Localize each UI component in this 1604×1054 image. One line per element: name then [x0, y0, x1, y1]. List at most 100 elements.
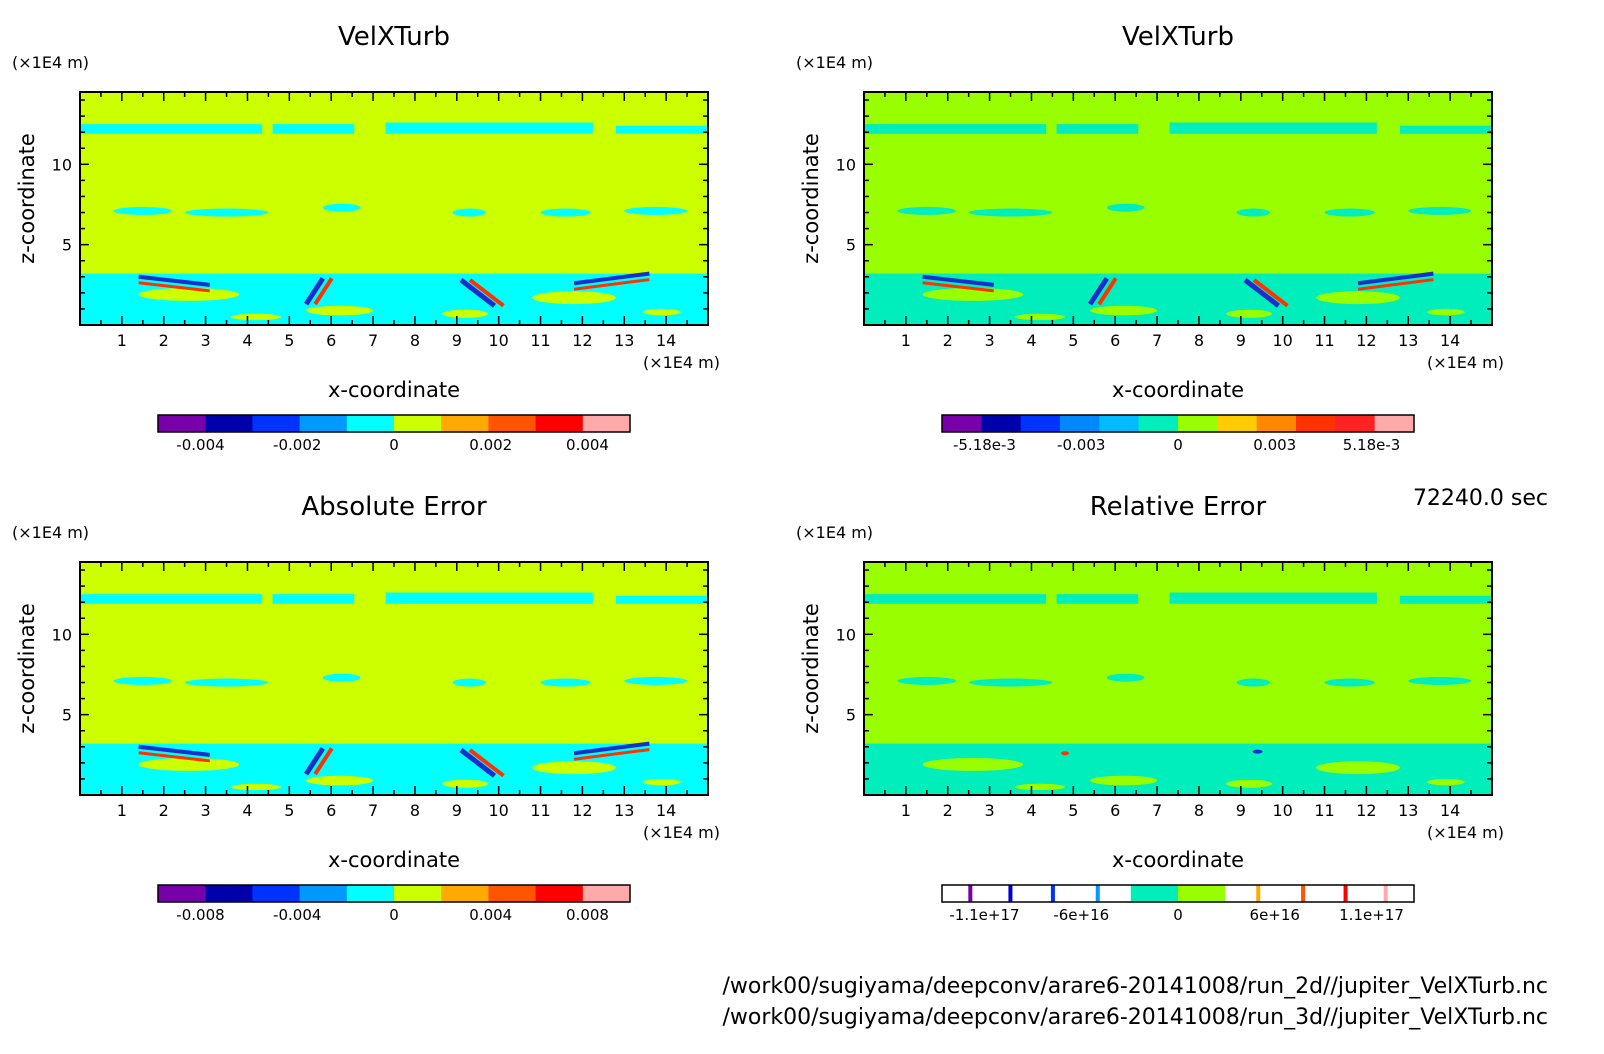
upper-band	[1399, 595, 1492, 604]
mid-patch	[1236, 678, 1271, 687]
colorbar-segment	[1272, 885, 1321, 902]
x-tick-label: 6	[326, 331, 336, 350]
y-tick-label: 10	[52, 625, 72, 644]
lower-gap	[230, 783, 281, 791]
panel-title: VelXTurb	[338, 22, 450, 52]
colorbar-segment	[1130, 885, 1179, 902]
colorbar-label: 0.004	[469, 906, 512, 924]
x-tick-label: 10	[1272, 801, 1292, 820]
x-tick-label: 1	[117, 331, 127, 350]
y-unit-label: (×1E4 m)	[796, 523, 873, 542]
colorbar-segment	[1178, 885, 1226, 902]
mid-patch	[322, 673, 361, 682]
x-tick-label: 13	[1398, 331, 1418, 350]
positive-streak	[1097, 277, 1118, 306]
upper-band	[864, 124, 1047, 134]
colorbar-label: 0	[1173, 906, 1183, 924]
negative-streak	[459, 278, 497, 308]
colorbar-segment	[1178, 415, 1218, 432]
y-unit-label: (×1E4 m)	[12, 53, 89, 72]
x-tick-label: 12	[572, 801, 592, 820]
x-tick-label: 2	[943, 801, 953, 820]
mid-patch	[113, 206, 173, 215]
x-tick-label: 4	[1026, 801, 1036, 820]
upper-band	[1169, 592, 1377, 604]
panel-1: VelXTurb(×1E4 m)(×1E4 m)1 2 3 4 5 6 7 8 9 10 11 12 1…	[12, 22, 720, 454]
x-axis-label: x-coordinate	[1112, 378, 1244, 402]
mid-patch	[1106, 673, 1145, 682]
x-tick-label: 9	[1236, 331, 1246, 350]
negative-streak	[922, 274, 995, 287]
lower-gap	[643, 778, 681, 786]
lower-gap	[1316, 761, 1400, 775]
positive-streak	[138, 751, 210, 763]
x-tick-label: 11	[530, 331, 550, 350]
x-tick-label: 11	[530, 801, 550, 820]
colorbar-segment	[252, 885, 301, 902]
y-tick-label: 5	[62, 236, 72, 255]
x-tick-label: 5	[284, 801, 294, 820]
x-tick-label: 6	[1110, 801, 1120, 820]
x-tick-label: 12	[1356, 331, 1376, 350]
colorbar-label: -5.18e-3	[953, 436, 1016, 454]
colorbar-segment	[981, 415, 1022, 432]
lower-gap	[1226, 779, 1273, 788]
field-contours	[80, 592, 708, 795]
upper-band	[615, 595, 708, 604]
lower-gap	[442, 309, 489, 318]
upper-band	[385, 122, 593, 134]
mid-patch	[322, 203, 361, 212]
colorbar-label: 6e+16	[1250, 906, 1300, 924]
colorbar-label: 0	[389, 436, 399, 454]
x-tick-label: 8	[1194, 801, 1204, 820]
positive-streak	[573, 748, 650, 761]
lower-gap	[138, 288, 240, 301]
positive-streak	[468, 748, 505, 778]
mid-patch	[184, 208, 269, 217]
colorbar-segment	[535, 885, 584, 902]
negative-streak	[138, 274, 211, 287]
x-tick-label: 12	[572, 331, 592, 350]
lower-gap	[1090, 775, 1158, 786]
positive-spot	[1060, 751, 1069, 756]
x-tick-label: 9	[452, 331, 462, 350]
x-tick-label: 8	[410, 801, 420, 820]
colorbar-label: 0.003	[1253, 436, 1296, 454]
x-tick-label: 1	[117, 801, 127, 820]
lower-gap	[138, 758, 240, 771]
x-tick-label: 14	[1440, 331, 1460, 350]
colorbar-segment	[299, 415, 348, 432]
colorbar-segment	[1374, 415, 1415, 432]
mid-patch	[968, 678, 1053, 687]
panel-4: Relative Error(×1E4 m)(×1E4 m)1 2 3 4 5 6 7 8 9 1…	[796, 492, 1504, 924]
mid-patch	[452, 678, 487, 687]
negative-streak	[303, 277, 325, 306]
colorbar-segment	[441, 885, 489, 902]
x-tick-label: 14	[656, 331, 676, 350]
upper-band	[272, 124, 355, 134]
upper-band	[1056, 124, 1139, 134]
colorbar-segment	[158, 885, 206, 902]
mid-patch	[540, 208, 591, 217]
lower-gap	[1014, 783, 1065, 791]
colorbar-segment	[394, 415, 442, 432]
x-tick-label: 9	[1236, 801, 1246, 820]
colorbar-segment	[252, 415, 301, 432]
lower-gap	[532, 291, 616, 305]
colorbar-segment	[942, 885, 990, 902]
colorbar-segment	[1083, 885, 1132, 902]
mid-patch	[897, 206, 957, 215]
colorbar-contour-line	[1343, 885, 1348, 902]
colorbar-label: 0.004	[566, 436, 609, 454]
colorbar-segment	[346, 415, 395, 432]
mid-patch	[1106, 203, 1145, 212]
colorbar-contour-line	[1050, 885, 1055, 902]
colorbar-label: -1.1e+17	[949, 906, 1019, 924]
colorbar-label: 0.008	[566, 906, 609, 924]
colorbar-frame	[941, 884, 1415, 903]
x-tick-label: 5	[1068, 801, 1078, 820]
colorbar-contour-line	[1256, 885, 1261, 902]
y-tick-label: 10	[836, 625, 856, 644]
colorbar-segment	[1225, 885, 1273, 902]
